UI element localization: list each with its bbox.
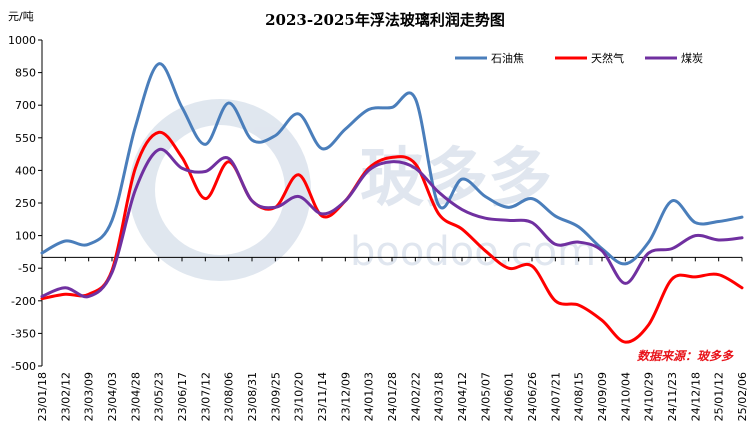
x-tick-label: 24/05/07 [479, 372, 492, 421]
x-tick-label: 24/07/21 [549, 372, 562, 421]
chart-title: 2023-2025年浮法玻璃利润走势图 [265, 11, 505, 29]
x-tick-label: 23/03/09 [83, 372, 96, 421]
y-axis-unit: 元/吨 [8, 10, 34, 23]
x-tick-label: 23/11/14 [316, 372, 329, 421]
legend-label-1: 天然气 [591, 51, 624, 65]
x-tick-label: 25/01/12 [713, 372, 726, 421]
watermark-en: boodoo.com [350, 229, 596, 275]
series-line-0 [40, 62, 744, 266]
x-tick-label: 23/07/12 [199, 372, 212, 421]
axes: 1000850700550400250100-50-200-350-50023/… [8, 34, 749, 421]
legend: 石油焦 天然气 煤炭 [455, 51, 703, 65]
y-tick-label: -200 [11, 295, 36, 308]
legend-label-2: 煤炭 [681, 52, 703, 65]
x-tick-label: 24/12/18 [689, 372, 702, 421]
x-tick-label: 23/02/12 [59, 372, 72, 421]
x-tick-label: 23/09/25 [269, 372, 282, 421]
x-tick-label: 25/02/06 [736, 372, 749, 421]
x-tick-label: 23/04/28 [129, 372, 142, 421]
y-tick-label: 1000 [8, 34, 36, 47]
y-tick-label: 100 [15, 230, 36, 243]
source-note: 数据来源：玻多多 [637, 349, 734, 363]
series-group [40, 62, 744, 344]
x-tick-label: 23/01/18 [36, 372, 49, 421]
x-tick-label: 24/09/09 [596, 372, 609, 421]
y-tick-label: 250 [15, 197, 36, 210]
series-line-1 [40, 130, 744, 344]
x-tick-label: 23/06/17 [176, 372, 189, 421]
y-tick-label: -500 [11, 360, 36, 373]
x-tick-label: 24/04/12 [456, 372, 469, 421]
x-tick-label: 24/01/03 [363, 372, 376, 421]
y-tick-label: -50 [18, 262, 36, 275]
y-tick-label: 400 [15, 164, 36, 177]
x-tick-label: 23/08/06 [223, 372, 236, 421]
y-tick-label: 700 [15, 99, 36, 112]
legend-label-0: 石油焦 [491, 51, 524, 65]
y-tick-label: 550 [15, 132, 36, 145]
x-tick-label: 23/08/31 [246, 372, 259, 421]
watermark-logo-circle [129, 99, 311, 281]
x-tick-label: 24/01/28 [386, 372, 399, 421]
x-tick-label: 24/10/29 [643, 372, 656, 421]
y-tick-label: -350 [11, 327, 36, 340]
x-tick-label: 23/12/09 [339, 372, 352, 421]
x-tick-label: 23/05/23 [153, 372, 166, 421]
x-tick-label: 24/03/18 [433, 372, 446, 421]
x-tick-label: 23/10/20 [293, 372, 306, 421]
x-tick-label: 24/06/26 [526, 372, 539, 421]
x-tick-label: 24/06/01 [503, 372, 516, 421]
x-tick-label: 23/04/03 [106, 372, 119, 421]
series-line-2 [40, 147, 744, 299]
x-tick-label: 24/02/22 [409, 372, 422, 421]
x-tick-label: 24/08/15 [573, 372, 586, 421]
y-tick-label: 850 [15, 67, 36, 80]
x-tick-label: 24/10/04 [619, 372, 632, 421]
x-tick-label: 24/11/23 [666, 372, 679, 421]
